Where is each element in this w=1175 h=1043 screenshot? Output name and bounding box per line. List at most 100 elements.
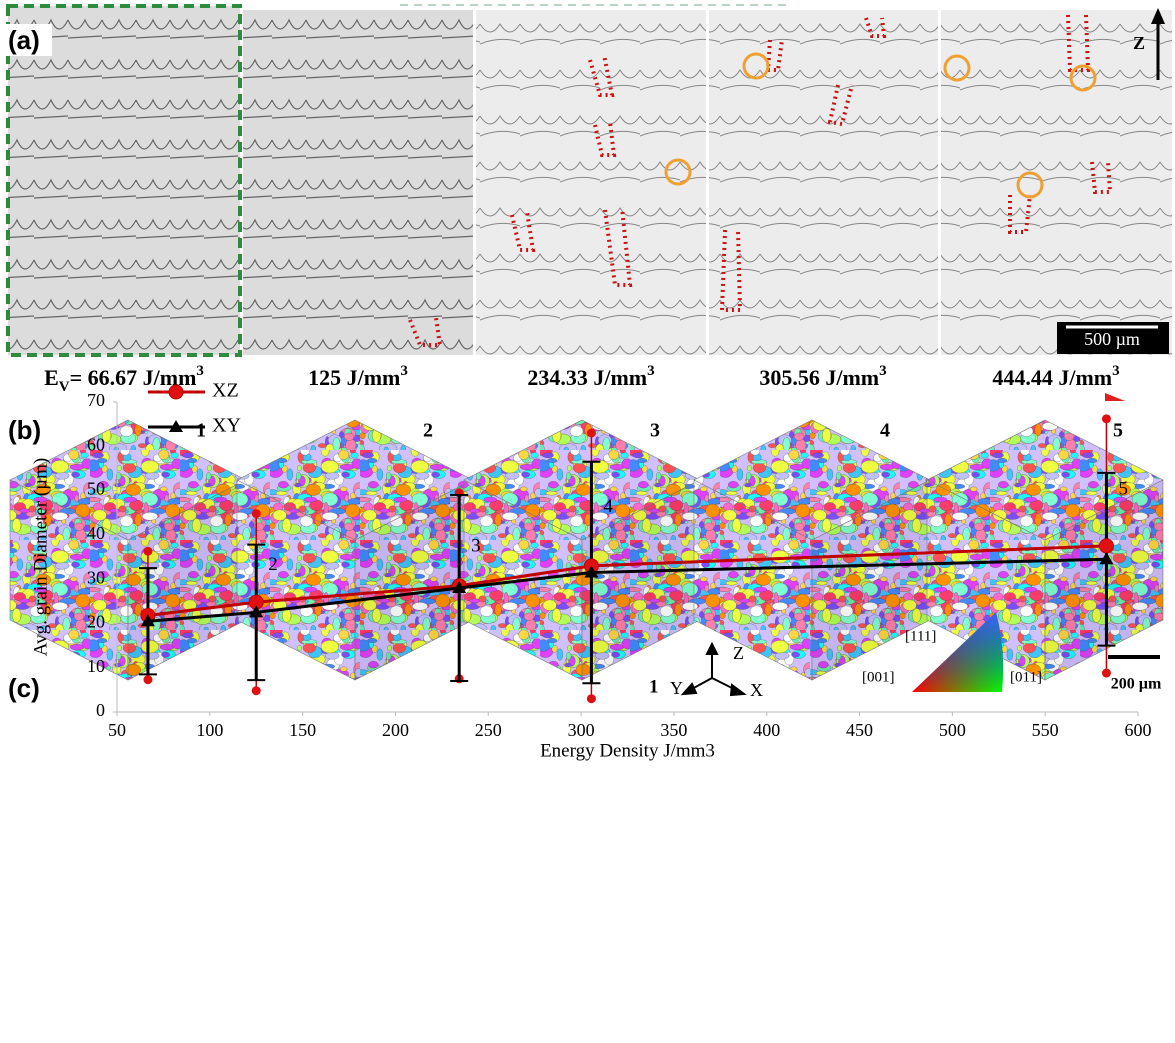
ebsd-cube: [463, 419, 701, 681]
label-part: 305.56 J/mm: [759, 365, 879, 390]
arrowhead: [680, 682, 698, 696]
panel-label: (b): [8, 415, 41, 445]
cube-shade: [812, 480, 930, 680]
defect-circles: [664, 52, 1097, 199]
red-mark: [1105, 393, 1125, 401]
highlight-frame: [6, 4, 242, 357]
x-tick-label: 200: [382, 720, 409, 740]
y-tick-label: 70: [87, 390, 105, 410]
ebsd-cube: [693, 419, 931, 681]
x-tick-label: 350: [660, 720, 687, 740]
label-bg: [2, 24, 52, 56]
dotted-u: [719, 229, 743, 312]
x-tick-label: 50: [108, 720, 126, 740]
panel-label: (a): [8, 25, 40, 55]
marker: [1098, 538, 1114, 554]
cube-number: 5: [1113, 420, 1123, 442]
image-label: 444.44 J/mm3: [992, 363, 1119, 390]
legend-label: XY: [212, 415, 241, 437]
label-part: 444.44 J/mm: [992, 365, 1112, 390]
dotted-u: [765, 39, 784, 72]
y-tick-label: 10: [87, 656, 105, 676]
label-part: V: [59, 379, 70, 395]
triad-y-label: Y: [670, 678, 683, 698]
x-tick-label: 400: [753, 720, 780, 740]
micrographs: Z 500 µm: [6, 4, 1172, 401]
x-tick-label: 450: [846, 720, 873, 740]
marker: [584, 565, 599, 578]
error-cap: [1101, 414, 1111, 424]
triad-x-label: X: [750, 680, 763, 700]
error-cap: [143, 675, 153, 685]
ipf-label: [111]: [905, 628, 936, 644]
ebsd-cube: [9, 419, 247, 681]
point-label: 4: [603, 496, 613, 517]
cube-number: 3: [650, 420, 660, 442]
legend-marker: [169, 420, 183, 432]
ipf-label: [001]: [862, 669, 895, 685]
error-cap: [1101, 668, 1111, 678]
micrograph: [941, 10, 1172, 355]
dotted-u: [593, 121, 617, 157]
panel-label: (c): [8, 673, 40, 703]
label-part: 3: [647, 363, 655, 379]
scale-bar-label: 500 µm: [1084, 329, 1140, 349]
marker: [1099, 552, 1114, 565]
label-part: E: [44, 365, 59, 390]
x-tick-label: 150: [289, 720, 316, 740]
image-label: 125 J/mm3: [308, 363, 408, 390]
marker: [452, 581, 467, 593]
error-cap: [586, 694, 596, 704]
defect-circle: [943, 54, 971, 82]
micrograph: [8, 6, 240, 355]
cube-shade: [1045, 480, 1163, 680]
micrograph: [709, 10, 938, 355]
label-part: 234.33 J/mm: [527, 365, 647, 390]
ipf-triangle-overlay: [912, 612, 1004, 692]
dotted-u: [510, 211, 536, 252]
x-tick-label: 550: [1032, 720, 1059, 740]
cube-number: 4: [880, 420, 890, 442]
dotted-u: [864, 17, 887, 38]
dotted-u: [603, 207, 633, 287]
marker: [140, 614, 155, 627]
x-tick-label: 600: [1125, 720, 1152, 740]
x-tick-label: 300: [568, 720, 595, 740]
x-axis-label: Energy Density J/mm3: [540, 740, 715, 761]
point-label: 2: [268, 554, 278, 575]
marker: [249, 605, 264, 618]
label-part: 3: [196, 363, 204, 379]
y-tick-label: 20: [87, 612, 105, 632]
y-axis-label: Avg. grain Diameter (µm): [30, 458, 51, 656]
y-tick-label: 60: [87, 434, 105, 454]
label-part: 3: [1112, 363, 1120, 379]
defect-circle: [664, 158, 692, 186]
dotted-u: [408, 317, 443, 347]
arrowhead: [729, 683, 747, 697]
x-tick-label: 500: [939, 720, 966, 740]
defect-circle: [742, 52, 770, 80]
dotted-u: [1008, 194, 1032, 234]
defect-circle: [1016, 171, 1044, 199]
legend-marker: [168, 384, 184, 400]
error-cap: [251, 686, 261, 696]
dotted-u: [588, 54, 615, 97]
label-part: 3: [400, 363, 408, 379]
triad-z-label: Z: [733, 643, 744, 663]
cube-shade: [582, 480, 700, 680]
image-label: 234.33 J/mm3: [527, 363, 654, 390]
ipf-label: [011]: [1010, 669, 1042, 685]
cube-number: 1: [196, 420, 206, 442]
z-arrowhead: [1151, 8, 1165, 24]
point-label: 3: [471, 536, 481, 557]
dotted-u: [1090, 161, 1113, 194]
arrowhead: [705, 641, 719, 655]
error-cap: [586, 428, 596, 438]
error-cap: [251, 509, 261, 519]
cube-right: [1044, 479, 1164, 681]
image-label: 305.56 J/mm3: [759, 363, 886, 390]
axis-triad: [680, 641, 747, 697]
image-labels: EV= 66.67 J/mm3 125 J/mm3 234.33 J/mm3 305.…: [44, 363, 1120, 395]
cube-shade: [128, 480, 246, 680]
